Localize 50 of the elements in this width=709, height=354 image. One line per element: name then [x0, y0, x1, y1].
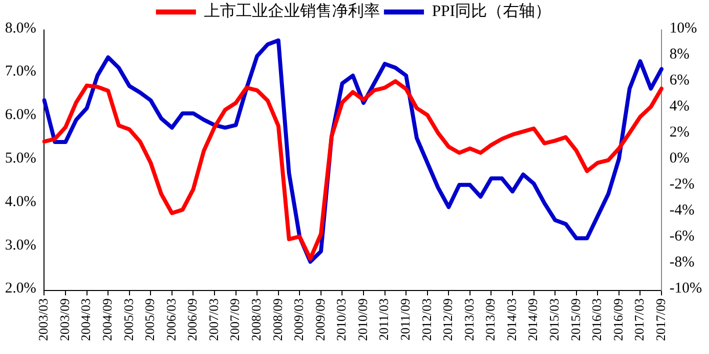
- x-tick-label: 2015/09: [568, 298, 583, 342]
- x-tick-label: 2012/03: [418, 298, 434, 342]
- y2-tick-label: 0%: [670, 150, 690, 167]
- y-tick-label: 3.0%: [4, 237, 36, 254]
- x-tick-label: 2010/09: [354, 298, 370, 342]
- y2-tick-label: 10%: [670, 20, 698, 36]
- x-tick-label: 2004/03: [78, 298, 94, 342]
- x-tick-label: 2009/03: [291, 298, 306, 342]
- x-tick-label: 2017/09: [652, 298, 668, 342]
- x-tick-label: 2009/09: [312, 298, 328, 342]
- x-tick-label: 2013/03: [461, 298, 476, 342]
- y2-tick-label: -2%: [670, 176, 695, 193]
- y-tick-label: 8.0%: [4, 20, 36, 36]
- x-tick-label: 2016/03: [589, 298, 604, 342]
- x-tick-label: 2005/03: [120, 298, 136, 342]
- x-tick-label: 2006/09: [184, 298, 200, 342]
- x-tick-label: 2003/09: [56, 298, 72, 342]
- x-tick-label: 2008/09: [270, 298, 285, 342]
- x-tick-label: 2012/09: [440, 298, 456, 342]
- x-tick-label: 2014/03: [504, 298, 519, 342]
- y-tick-label: 2.0%: [4, 280, 36, 297]
- x-tick-label: 2003/03: [36, 298, 51, 342]
- x-tick-label: 2007/03: [206, 298, 221, 342]
- x-tick-label: 2011/09: [398, 298, 413, 341]
- y2-tick-label: 4%: [670, 98, 690, 114]
- y2-tick-label: 2%: [670, 124, 690, 140]
- x-tick-label: 2010/03: [334, 298, 349, 342]
- x-tick-label: 2016/09: [610, 298, 626, 342]
- x-tick-label: 2005/09: [142, 298, 158, 342]
- legend-label: 上市工业企业销售净利率: [204, 2, 380, 20]
- y-tick-label: 7.0%: [4, 64, 36, 80]
- y2-tick-label: -8%: [670, 254, 695, 271]
- x-tick-label: 2015/03: [546, 298, 562, 342]
- y2-tick-label: 8%: [670, 46, 690, 62]
- x-tick-label: 2011/03: [376, 298, 392, 341]
- x-tick-label: 2008/03: [248, 298, 264, 342]
- y2-tick-label: -4%: [670, 202, 695, 219]
- x-tick-label: 2006/03: [163, 298, 178, 342]
- x-tick-label: 2013/09: [482, 298, 498, 342]
- legend-label: PPI同比（右轴）: [432, 2, 552, 20]
- y2-tick-label: -6%: [670, 228, 695, 245]
- x-tick-label: 2014/09: [525, 298, 540, 342]
- y-tick-label: 5.0%: [4, 150, 36, 167]
- x-tick-label: 2007/09: [227, 298, 242, 342]
- x-tick-label: 2017/03: [632, 298, 647, 342]
- y2-tick-label: -10%: [670, 280, 702, 297]
- y-tick-label: 6.0%: [4, 107, 36, 124]
- y2-tick-label: 6%: [670, 72, 690, 88]
- x-tick-label: 2004/09: [100, 298, 115, 342]
- y-tick-label: 4.0%: [4, 194, 36, 210]
